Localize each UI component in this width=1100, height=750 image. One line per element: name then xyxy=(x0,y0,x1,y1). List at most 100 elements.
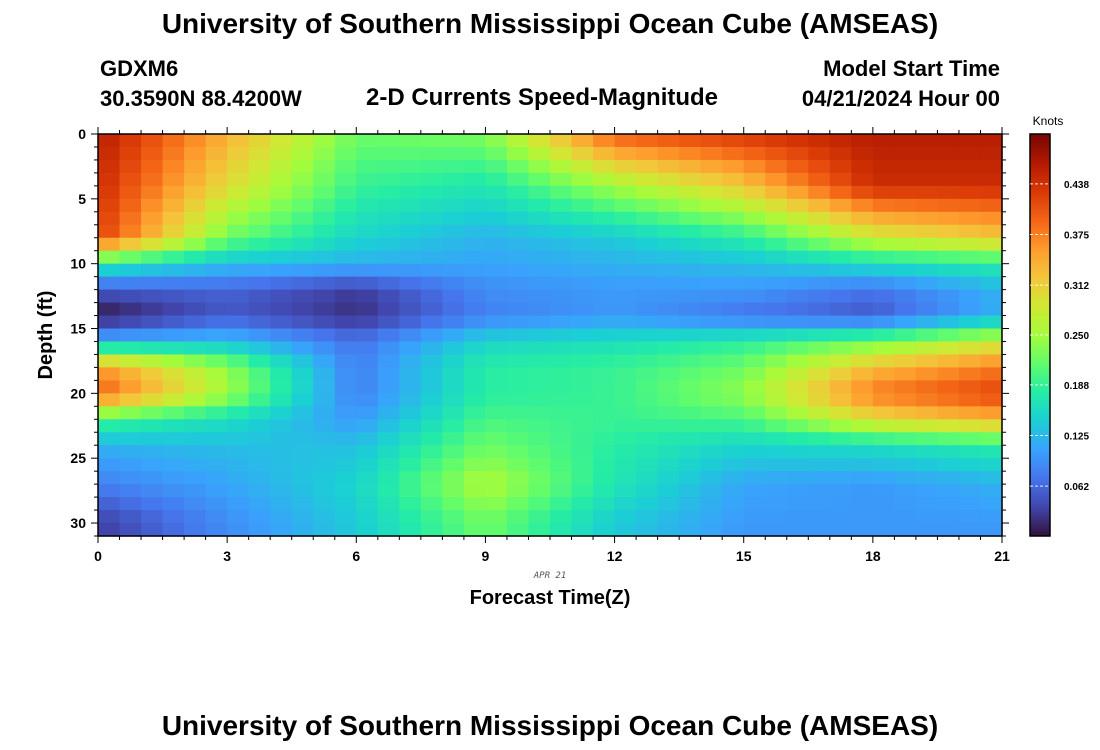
heatmap-cell xyxy=(636,237,659,252)
heatmap-cell xyxy=(786,510,809,524)
heatmap-cell xyxy=(915,367,939,381)
heatmap-cell xyxy=(894,445,917,459)
heatmap-cell xyxy=(506,432,530,446)
heatmap-cell xyxy=(743,211,766,226)
heatmap-cell xyxy=(700,497,723,511)
heatmap-cell xyxy=(700,263,723,278)
heatmap-cell xyxy=(743,458,766,472)
heatmap-cell xyxy=(162,172,185,187)
heatmap-cell xyxy=(872,354,895,369)
heatmap-cell xyxy=(506,211,530,226)
heatmap-cell xyxy=(872,276,895,291)
heatmap-cell xyxy=(485,237,508,252)
heatmap-cell xyxy=(313,497,336,511)
heatmap-cell xyxy=(743,134,766,148)
heatmap-cell xyxy=(141,458,164,472)
heatmap-cell xyxy=(248,263,271,278)
heatmap-cell xyxy=(463,510,487,524)
heatmap-cell xyxy=(377,250,400,265)
heatmap-cell xyxy=(958,146,982,161)
heatmap-cell xyxy=(442,341,465,356)
heatmap-cell xyxy=(872,341,895,356)
heatmap-cell xyxy=(334,523,357,537)
heatmap-cell xyxy=(958,185,982,200)
heatmap-cell xyxy=(291,419,314,433)
heatmap-cell xyxy=(313,393,336,407)
heatmap-cell xyxy=(636,445,659,459)
heatmap-cell xyxy=(937,341,960,356)
chart-title-bottom: University of Southern Mississippi Ocean… xyxy=(161,710,939,741)
heatmap-cell xyxy=(270,328,293,343)
heatmap-cell xyxy=(528,263,551,278)
heatmap-cell xyxy=(334,185,357,200)
heatmap-cell xyxy=(141,380,164,394)
heatmap-cell xyxy=(528,458,551,472)
heatmap-cell xyxy=(162,354,185,369)
heatmap-cell xyxy=(550,198,573,213)
heatmap-cell xyxy=(851,211,874,226)
heatmap-cell xyxy=(119,497,142,511)
heatmap-cell xyxy=(227,211,250,226)
heatmap-cell xyxy=(657,250,680,265)
colorbar-tick-label: 0.125 xyxy=(1064,432,1089,443)
heatmap-cell xyxy=(463,497,487,511)
heatmap-cell xyxy=(700,172,723,187)
heatmap-cell xyxy=(420,315,443,330)
heatmap-cell xyxy=(679,393,702,407)
heatmap-cell xyxy=(593,146,616,161)
heatmap-cell xyxy=(657,354,680,369)
x-tick-label: 21 xyxy=(994,548,1010,564)
heatmap-cell xyxy=(119,471,142,485)
heatmap-cell xyxy=(765,341,788,356)
heatmap-cell xyxy=(227,328,250,343)
heatmap-cell xyxy=(291,328,314,343)
heatmap-cell xyxy=(356,471,379,485)
heatmap-cell xyxy=(399,276,422,291)
heatmap-cell xyxy=(829,367,852,381)
heatmap-cell xyxy=(937,393,960,407)
heatmap-cell xyxy=(334,134,357,148)
heatmap-cell xyxy=(700,354,723,369)
heatmap-cell xyxy=(571,380,594,394)
heatmap-cell xyxy=(162,159,185,174)
heatmap-cell xyxy=(550,497,573,511)
heatmap-cell xyxy=(808,471,831,485)
heatmap-cell xyxy=(786,172,809,187)
heatmap-cell xyxy=(894,367,917,381)
heatmap-cell xyxy=(141,250,164,265)
heatmap-cell xyxy=(614,185,637,200)
heatmap-cell xyxy=(743,146,766,161)
heatmap-cell xyxy=(743,250,766,265)
heatmap-cell xyxy=(291,445,314,459)
heatmap-cell xyxy=(528,471,551,485)
heatmap-cell xyxy=(227,159,250,174)
heatmap-cell xyxy=(765,380,788,394)
heatmap-cell xyxy=(485,315,508,330)
heatmap-cell xyxy=(636,211,659,226)
heatmap-cell xyxy=(162,419,185,433)
heatmap-cell xyxy=(765,458,788,472)
heatmap-cell xyxy=(248,471,271,485)
heatmap-cell xyxy=(485,224,508,239)
heatmap-cell xyxy=(291,432,314,446)
heatmap-cell xyxy=(894,211,917,226)
heatmap-cell xyxy=(743,172,766,187)
heatmap-cell xyxy=(270,224,293,239)
heatmap-cell xyxy=(958,276,982,291)
heatmap-cell xyxy=(184,159,207,174)
heatmap-cell xyxy=(571,406,594,420)
heatmap-cell xyxy=(227,185,250,200)
heatmap-cell xyxy=(657,419,680,433)
heatmap-cell xyxy=(141,341,164,356)
heatmap-cell xyxy=(528,432,551,446)
heatmap-cell xyxy=(636,523,659,537)
heatmap-cell xyxy=(700,367,723,381)
heatmap-cell xyxy=(184,328,207,343)
heatmap-cell xyxy=(98,341,121,356)
heatmap-cell xyxy=(463,211,487,226)
heatmap-cell xyxy=(313,224,336,239)
heatmap-cell xyxy=(485,159,508,174)
heatmap-cell xyxy=(765,237,788,252)
heatmap-cell xyxy=(657,172,680,187)
heatmap-cell xyxy=(722,458,745,472)
